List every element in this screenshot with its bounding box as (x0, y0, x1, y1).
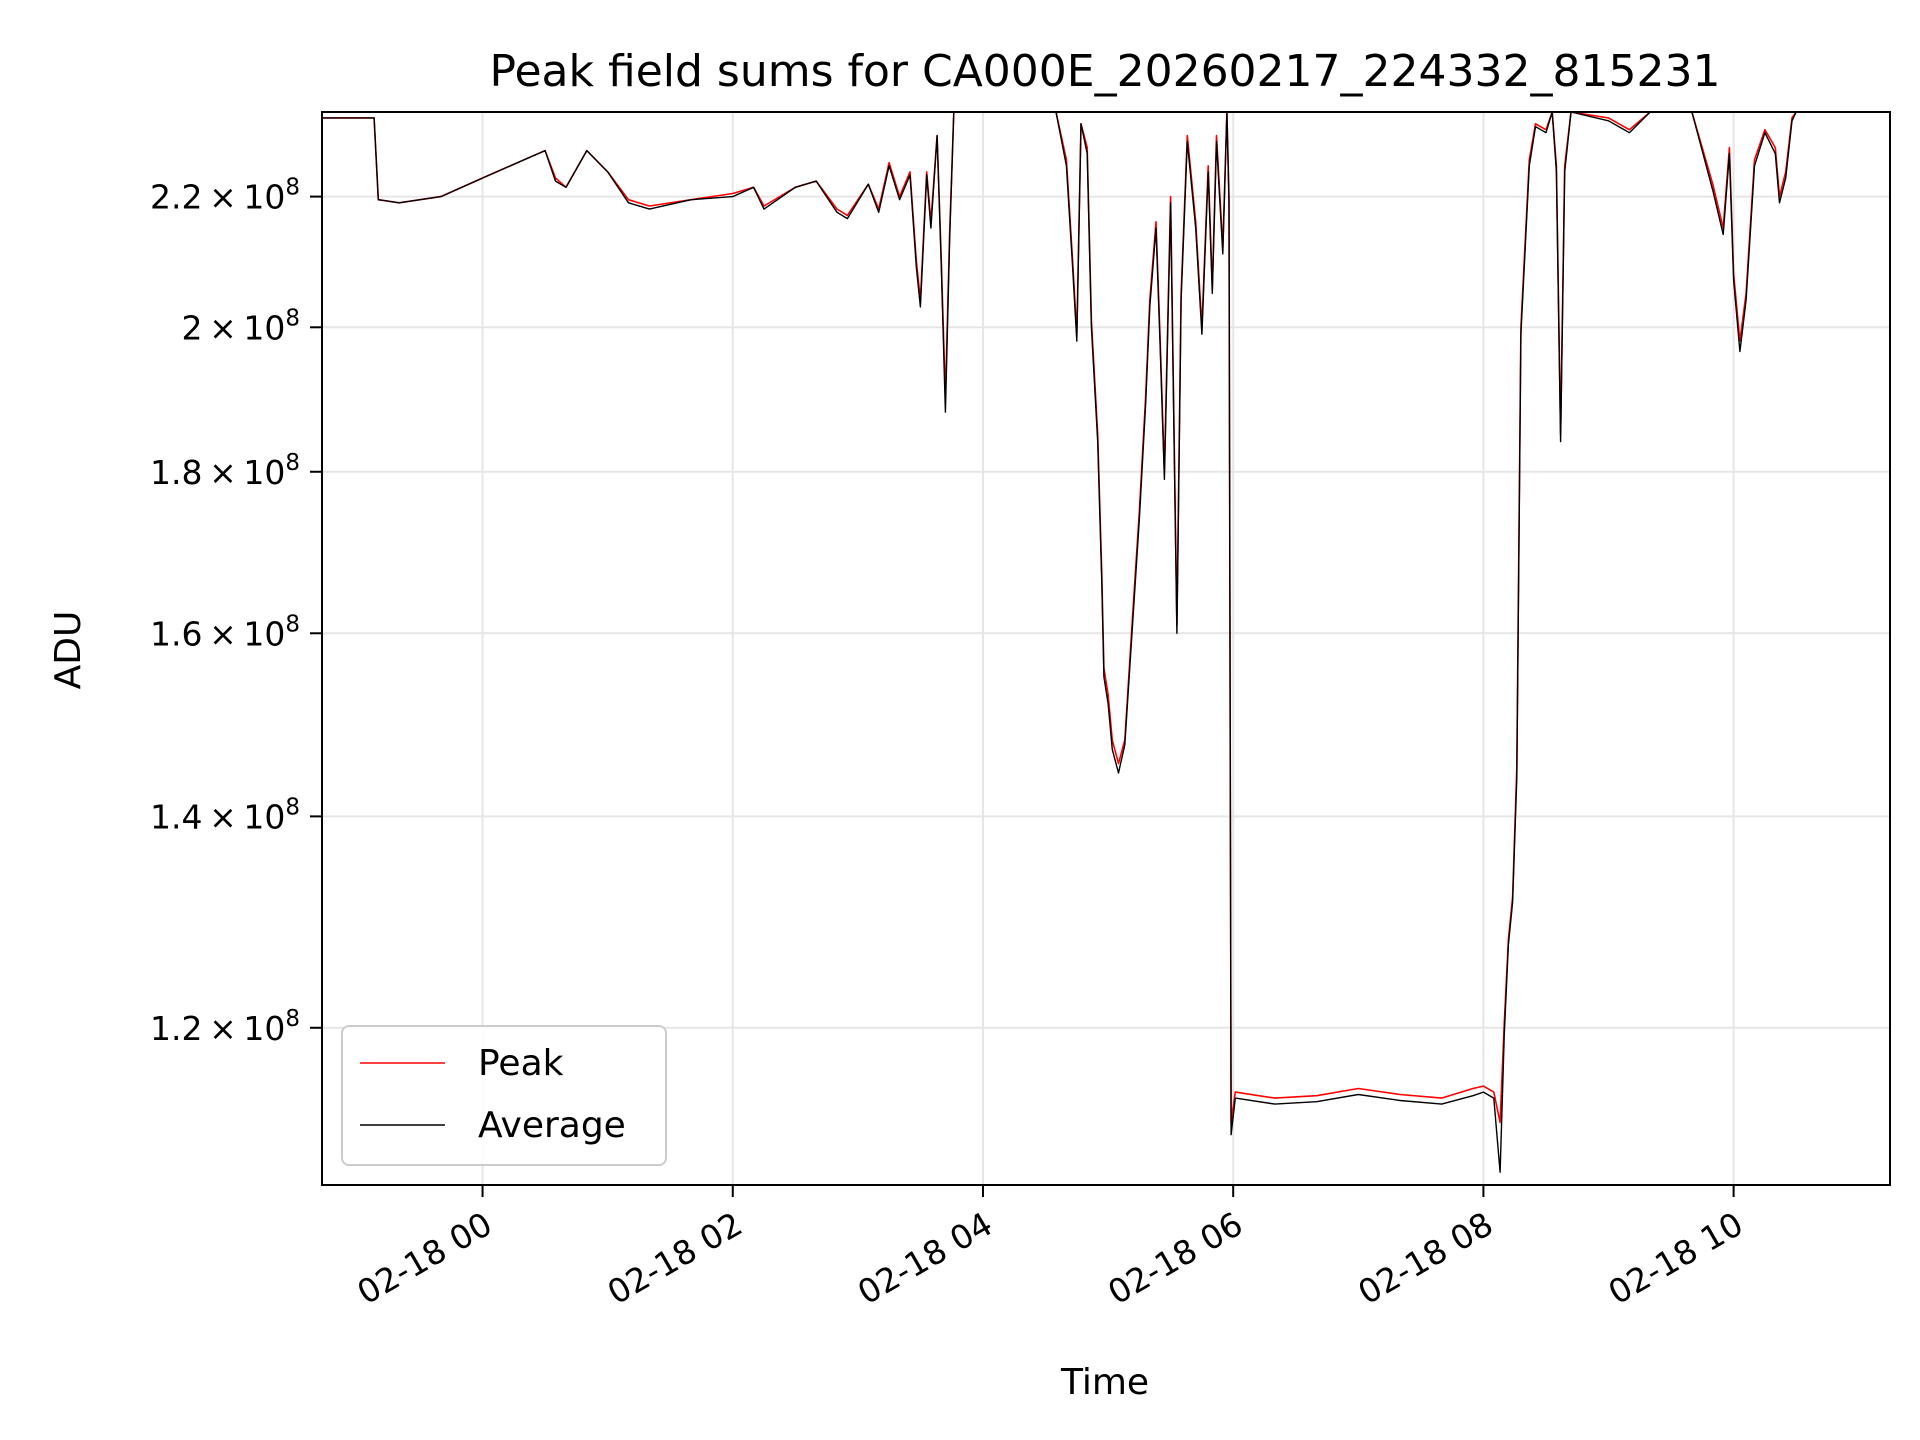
y-tick-label: 2.2 × 108 (150, 175, 300, 217)
legend-label-average: Average (478, 1105, 626, 1146)
y-tick-label: 1.4 × 108 (150, 794, 300, 836)
series-line-average (322, 111, 1797, 1173)
y-tick-label: 1.8 × 108 (150, 450, 300, 492)
grid (322, 112, 1890, 1185)
y-tick-label: 1.2 × 108 (150, 1006, 300, 1048)
legend: Peak Average (341, 1025, 667, 1166)
y-axis-label: ADU (48, 611, 89, 690)
y-tick-label: 1.6 × 108 (150, 611, 300, 653)
x-axis-label: Time (1060, 1362, 1149, 1403)
legend-box (341, 1025, 667, 1166)
chart-title: Peak field sums for CA000E_20260217_2243… (490, 46, 1721, 97)
plot-frame (321, 111, 1891, 1186)
plot-area (322, 111, 1797, 1173)
y-axis: 1.2 × 108 1.4 × 108 1.6 × 108 1.8 × 108 2 × … (150, 175, 322, 1048)
legend-label-peak: Peak (478, 1043, 564, 1084)
y-tick-label: 2 × 108 (182, 305, 300, 347)
